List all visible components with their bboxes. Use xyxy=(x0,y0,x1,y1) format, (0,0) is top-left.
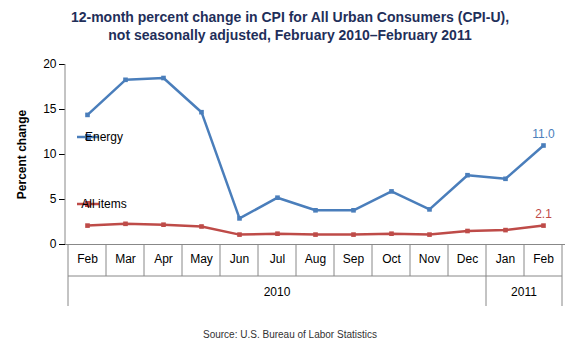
svg-text:10: 10 xyxy=(43,147,57,161)
svg-text:Sep: Sep xyxy=(343,252,365,266)
svg-text:Apr: Apr xyxy=(154,252,173,266)
svg-text:5: 5 xyxy=(50,192,57,206)
svg-text:Jul: Jul xyxy=(270,252,285,266)
svg-text:20: 20 xyxy=(43,57,57,71)
svg-text:2010: 2010 xyxy=(264,285,291,299)
svg-text:Aug: Aug xyxy=(305,252,326,266)
svg-text:Feb: Feb xyxy=(77,252,98,266)
svg-text:May: May xyxy=(190,252,213,266)
html-text:12-month percent change in CPI: 12-month percent change in CPI for All U… xyxy=(70,9,510,25)
svg-text:All items: All items xyxy=(81,197,126,211)
html-text:not seasonally adjusted, Febru: not seasonally adjusted, February 2010–F… xyxy=(108,27,472,43)
svg-text:Jun: Jun xyxy=(230,252,249,266)
svg-text:11.0: 11.0 xyxy=(532,127,555,141)
svg-text:0: 0 xyxy=(50,237,57,251)
svg-text:Energy: Energy xyxy=(85,130,123,144)
svg-text:Percent change: Percent change xyxy=(15,109,29,199)
svg-text:Feb: Feb xyxy=(533,252,554,266)
svg-text:Mar: Mar xyxy=(115,252,136,266)
svg-text:15: 15 xyxy=(43,102,57,116)
svg-text:Nov: Nov xyxy=(419,252,440,266)
html-text:Source: U.S. Bureau of Labor S: Source: U.S. Bureau of Labor Statistics xyxy=(203,329,377,340)
svg-text:Dec: Dec xyxy=(457,252,478,266)
svg-text:Oct: Oct xyxy=(382,252,401,266)
svg-text:Jan: Jan xyxy=(496,252,515,266)
svg-text:2.1: 2.1 xyxy=(535,207,552,221)
svg-text:2011: 2011 xyxy=(511,285,537,299)
